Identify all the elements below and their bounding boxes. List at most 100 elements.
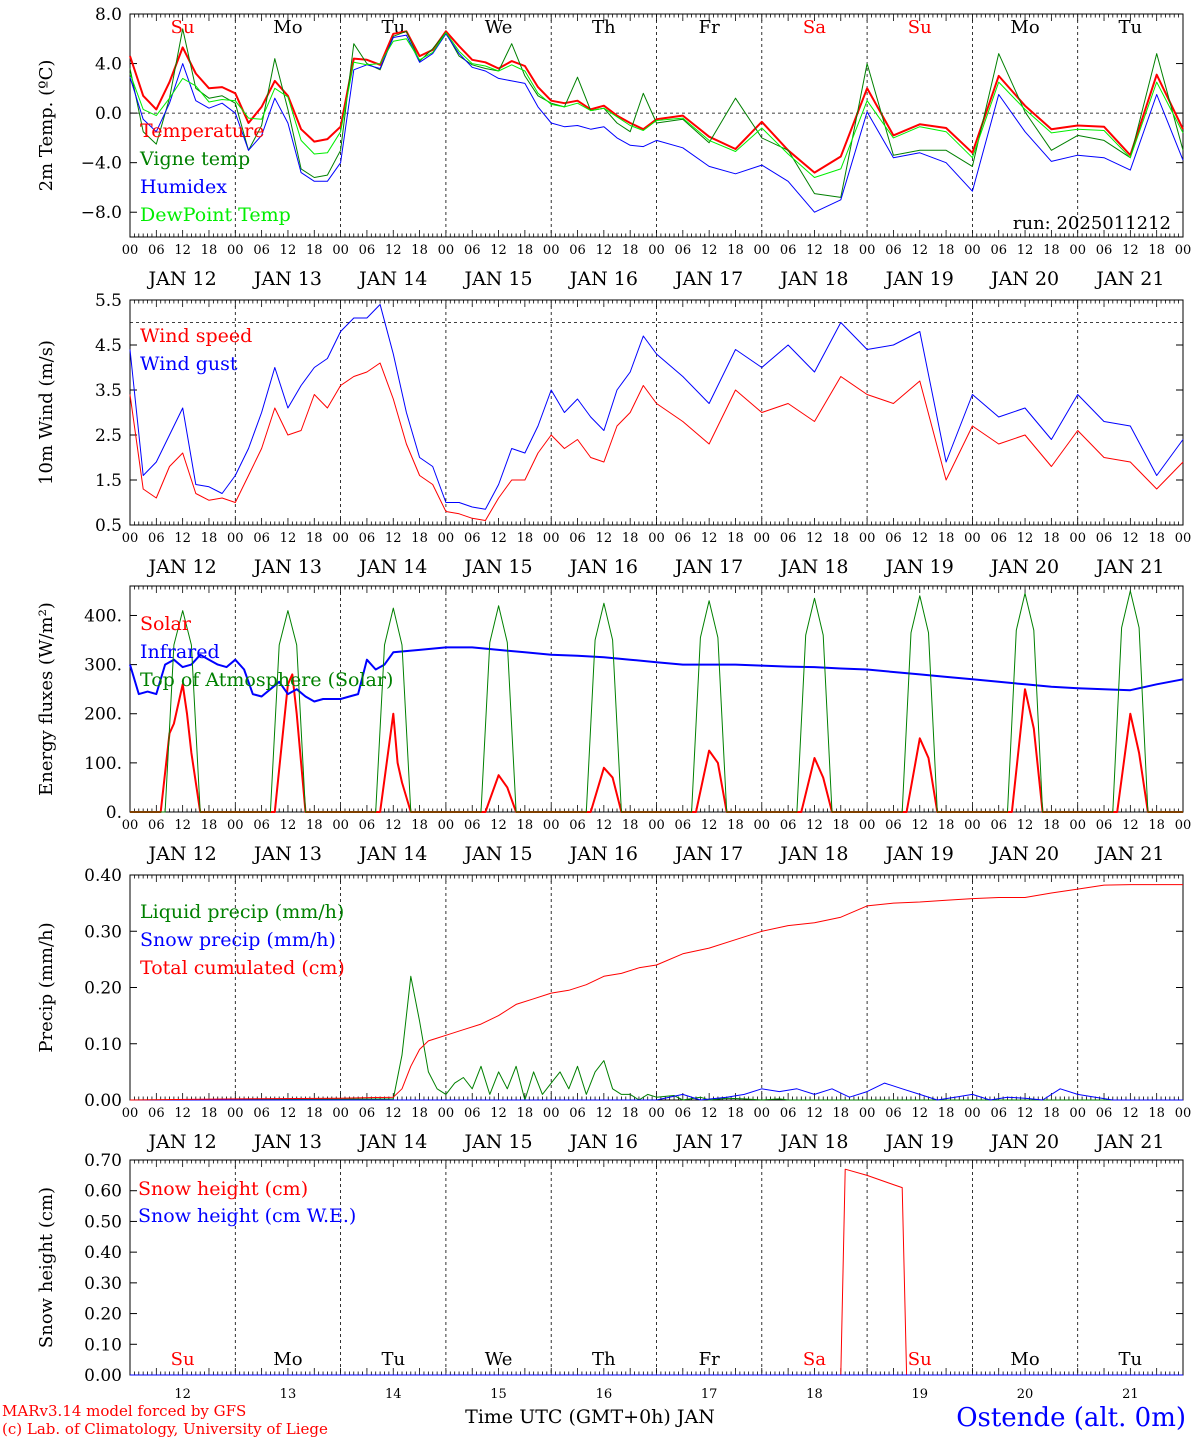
y-tick-label: 300.: [84, 656, 122, 676]
x-hour-label: 18: [306, 243, 323, 258]
x-hour-label: 12: [490, 818, 507, 833]
x-hour-label: 00: [964, 1106, 981, 1121]
x-hour-label: 00: [332, 1106, 349, 1121]
x-hour-label: 12: [174, 1106, 191, 1121]
x-date-label: JAN 20: [989, 843, 1059, 865]
x-hour-label: 00: [1175, 1106, 1192, 1121]
x-hour-label: 06: [990, 1106, 1007, 1121]
x-day-number: 13: [280, 1387, 297, 1402]
x-hour-label: 06: [569, 818, 586, 833]
x-date-label: JAN 18: [778, 268, 848, 290]
x-hour-label: 00: [543, 243, 560, 258]
x-date-label: JAN 14: [357, 268, 427, 290]
x-hour-label: 06: [675, 818, 692, 833]
x-hour-label: 18: [517, 818, 534, 833]
x-date-label: JAN 12: [147, 843, 217, 865]
x-hour-label: 12: [806, 243, 823, 258]
x-hour-label: 18: [833, 531, 850, 546]
y-tick-label: 1.5: [95, 471, 122, 491]
y-axis-label: Energy fluxes (W/m²): [36, 602, 57, 796]
y-axis-label: Snow height (cm): [36, 1187, 57, 1348]
weekday-label: Th: [592, 17, 616, 38]
weekday-label: Su: [171, 1349, 195, 1370]
y-tick-label: 0.5: [95, 516, 122, 536]
x-hour-label: 12: [280, 1106, 297, 1121]
x-hour-label: 12: [280, 531, 297, 546]
legend-entry: DewPoint Temp: [140, 204, 291, 226]
legend-entry: Infrared: [140, 641, 220, 663]
x-hour-label: 06: [464, 818, 481, 833]
x-hour-label: 12: [701, 818, 718, 833]
x-date-label: JAN 18: [778, 556, 848, 578]
x-date-label: JAN 19: [884, 843, 954, 865]
footer-credits: MARv3.14 model forced by GFS (c) Lab. of…: [2, 1402, 328, 1438]
weekday-label: Mo: [1010, 1349, 1039, 1370]
x-hour-label: 12: [280, 818, 297, 833]
x-hour-label: 18: [938, 1106, 955, 1121]
x-hour-label: 12: [1017, 243, 1034, 258]
chart-panel-4: 0.00 0.10 0.20 0.30 0.40 Precip (mm/h) 00 06 12 1…: [36, 866, 1191, 1153]
series-line-1: [129, 975, 1183, 1101]
x-hour-label: 00: [964, 243, 981, 258]
x-hour-label: 00: [1175, 531, 1192, 546]
x-hour-label: 18: [938, 531, 955, 546]
weekday-label: Tu: [1119, 1349, 1143, 1370]
x-date-label: JAN 13: [252, 268, 322, 290]
y-axis-label: 10m Wind (m/s): [36, 340, 57, 485]
x-hour-label: 06: [675, 531, 692, 546]
x-hour-label: 18: [1043, 243, 1060, 258]
x-hour-label: 06: [359, 1106, 376, 1121]
x-hour-label: 12: [385, 531, 402, 546]
x-day-number: 14: [385, 1387, 402, 1402]
y-axis-label: Precip (mm/h): [36, 922, 57, 1052]
y-tick-label: 0.10: [84, 1335, 122, 1355]
x-date-label: JAN 15: [462, 843, 532, 865]
x-hour-label: 18: [201, 1106, 218, 1121]
x-hour-label: 18: [833, 818, 850, 833]
x-hour-label: 18: [1043, 1106, 1060, 1121]
legend-entry: Solar: [140, 613, 192, 635]
x-hour-label: 18: [727, 531, 744, 546]
x-hour-label: 06: [464, 1106, 481, 1121]
weekday-label: Tu: [381, 1349, 405, 1370]
y-tick-label: 8.0: [95, 5, 122, 25]
x-hour-label: 18: [201, 243, 218, 258]
y-tick-label: 0.30: [84, 922, 122, 942]
y-tick-label: 0.40: [84, 866, 122, 886]
x-hour-label: 00: [754, 818, 771, 833]
x-hour-label: 12: [911, 531, 928, 546]
x-hour-label: 00: [859, 243, 876, 258]
y-tick-label: 0.10: [84, 1035, 122, 1055]
weekday-label: We: [485, 17, 513, 38]
x-hour-label: 00: [122, 818, 139, 833]
x-hour-label: 12: [1122, 531, 1139, 546]
x-hour-label: 18: [411, 243, 428, 258]
x-hour-label: 00: [122, 243, 139, 258]
x-hour-label: 06: [148, 818, 165, 833]
x-hour-label: 06: [675, 243, 692, 258]
chart-panel-1: −8.0 −4.0 0.0 4.0 8.0 2m Temp. (ºC) 00 06 12 18 JA…: [36, 5, 1191, 290]
weekday-label: Sa: [803, 17, 826, 38]
x-hour-label: 00: [1069, 243, 1086, 258]
x-hour-label: 18: [833, 1106, 850, 1121]
x-hour-label: 12: [911, 243, 928, 258]
x-hour-label: 06: [464, 531, 481, 546]
y-tick-label: −4.0: [81, 154, 122, 174]
chart-panel-5: 0.00 0.10 0.20 0.30 0.40 0.50 0.60 0.70 Snow hei…: [36, 1151, 1184, 1428]
x-hour-label: 06: [885, 818, 902, 833]
x-hour-label: 00: [227, 243, 244, 258]
x-hour-label: 06: [148, 243, 165, 258]
x-hour-label: 06: [780, 1106, 797, 1121]
x-hour-label: 06: [1096, 531, 1113, 546]
x-hour-label: 12: [490, 243, 507, 258]
x-hour-label: 00: [122, 531, 139, 546]
x-date-label: JAN 14: [357, 556, 427, 578]
x-hour-label: 06: [990, 531, 1007, 546]
x-hour-label: 18: [833, 243, 850, 258]
weekday-label: Su: [908, 17, 932, 38]
x-hour-label: 12: [1122, 818, 1139, 833]
y-tick-label: 100.: [84, 754, 122, 774]
x-hour-label: 18: [622, 1106, 639, 1121]
x-hour-label: 06: [148, 1106, 165, 1121]
x-hour-label: 06: [1096, 818, 1113, 833]
